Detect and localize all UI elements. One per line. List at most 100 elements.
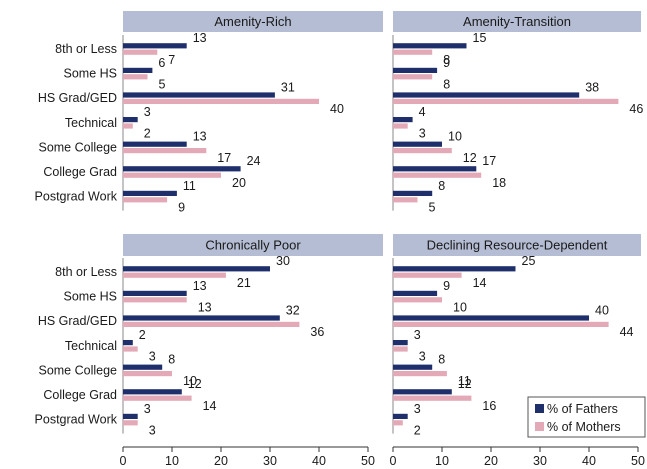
category-label: College Grad (43, 388, 117, 402)
bar-mothers (123, 74, 148, 80)
bar-mothers (393, 321, 609, 327)
value-label-mothers: 10 (183, 374, 197, 388)
bar-mothers (123, 197, 168, 203)
x-tick-label: 20 (484, 454, 498, 468)
panel-title: Amenity-Transition (463, 14, 571, 29)
bar-mothers (393, 346, 408, 352)
bar-fathers (123, 67, 153, 73)
panel-title: Chronically Poor (205, 238, 301, 253)
bar-mothers (123, 420, 138, 426)
value-label-mothers: 44 (620, 325, 634, 339)
value-label-fathers: 13 (193, 31, 207, 45)
bar-mothers (393, 297, 442, 303)
value-label-fathers: 25 (522, 254, 536, 268)
value-label-fathers: 30 (276, 254, 290, 268)
legend-label-mothers: % of Mothers (547, 420, 621, 434)
bar-fathers (123, 290, 187, 296)
bar-fathers (393, 117, 413, 123)
bar-mothers (393, 123, 408, 129)
category-label: Technical (65, 339, 117, 353)
legend-label-fathers: % of Fathers (547, 402, 618, 416)
panel-3: Chronically Poor 8th or Less 30 21 Some HS 13… (35, 234, 383, 437)
panel-title: Declining Resource-Dependent (427, 238, 608, 253)
bar-mothers (393, 74, 433, 80)
value-label-fathers: 32 (286, 303, 300, 317)
value-label-mothers: 8 (443, 53, 450, 67)
value-label-fathers: 3 (414, 328, 421, 342)
bar-mothers (123, 297, 187, 303)
bar-fathers (123, 364, 163, 370)
value-label-mothers: 36 (310, 325, 324, 339)
value-label-fathers: 6 (158, 56, 165, 70)
value-label-mothers: 17 (217, 151, 231, 165)
category-label: 8th or Less (55, 265, 117, 279)
x-tick-label: 50 (361, 454, 375, 468)
value-label-fathers: 2 (139, 328, 146, 342)
bar-mothers (123, 371, 172, 377)
bar-fathers (123, 266, 270, 272)
value-label-mothers: 5 (159, 77, 166, 91)
x-tick-label: 40 (312, 454, 326, 468)
category-label: HS Grad/GED (38, 314, 117, 328)
bar-mothers (393, 371, 447, 377)
bar-fathers (393, 43, 467, 49)
value-label-mothers: 18 (492, 176, 506, 190)
value-label-fathers: 11 (183, 179, 196, 193)
legend-swatch-mothers (535, 422, 544, 431)
bar-mothers (393, 148, 452, 154)
category-label: HS Grad/GED (38, 91, 117, 105)
value-label-fathers: 8 (168, 353, 175, 367)
x-tick-label: 0 (120, 454, 127, 468)
bar-fathers (123, 315, 280, 321)
bar-fathers (123, 92, 275, 98)
x-axis-2: 0 10 20 30 40 50 (390, 446, 645, 468)
value-label-mothers: 13 (198, 300, 212, 314)
category-label: Some College (38, 140, 117, 154)
bar-mothers (123, 346, 138, 352)
value-label-mothers: 2 (144, 127, 151, 141)
bar-fathers (393, 166, 477, 172)
bar-fathers (123, 117, 138, 123)
value-label-fathers: 12 (458, 377, 472, 391)
bar-mothers (393, 197, 418, 203)
bar-fathers (123, 389, 182, 395)
bar-fathers (123, 413, 138, 419)
bar-mothers (393, 98, 619, 104)
panel-title-bar (393, 11, 641, 32)
x-tick-label: 20 (214, 454, 228, 468)
x-tick-label: 10 (165, 454, 179, 468)
category-label: Some HS (64, 290, 118, 304)
bar-mothers (393, 420, 403, 426)
x-tick-label: 30 (263, 454, 277, 468)
bar-fathers (393, 413, 408, 419)
value-label-fathers: 17 (482, 154, 496, 168)
bar-mothers (393, 395, 472, 401)
chart-panels: Amenity-Rich 8th or Less 13 7 Some HS 6 5 HS Gr… (35, 11, 646, 468)
category-label: Postgrad Work (35, 190, 118, 204)
value-label-fathers: 9 (443, 56, 450, 70)
x-tick-label: 50 (631, 454, 645, 468)
bar-fathers (123, 340, 133, 346)
category-label: Postgrad Work (35, 413, 118, 427)
bar-fathers (393, 141, 442, 147)
bar-mothers (123, 272, 226, 278)
x-tick-label: 10 (435, 454, 449, 468)
bar-fathers (393, 364, 433, 370)
bar-fathers (123, 190, 177, 196)
x-tick-label: 40 (582, 454, 596, 468)
value-label-mothers: 7 (168, 53, 175, 67)
x-axis-1: 0 10 20 30 40 50 (120, 446, 375, 468)
x-tick-label: 30 (533, 454, 547, 468)
bar-fathers (393, 67, 438, 73)
category-label: Some College (38, 363, 117, 377)
value-label-mothers: 46 (629, 102, 643, 116)
panel-title-bar (393, 234, 641, 256)
value-label-mothers: 10 (453, 300, 467, 314)
bar-fathers (393, 315, 589, 321)
legend-swatch-fathers (535, 404, 544, 413)
bar-fathers (393, 340, 408, 346)
legend-box (527, 396, 646, 438)
value-label-mothers: 5 (429, 200, 436, 214)
